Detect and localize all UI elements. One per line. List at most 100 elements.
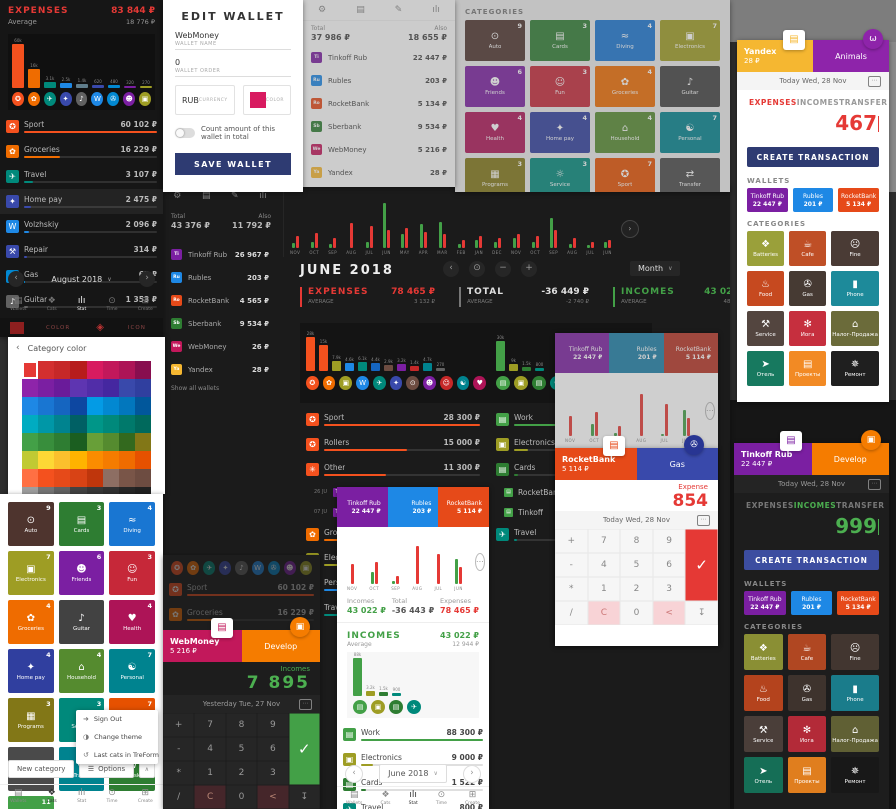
- stat-row-work[interactable]: ▤ Work 88 300 ₽: [337, 722, 489, 747]
- confirm-button[interactable]: ✓: [685, 529, 718, 601]
- key-backspace[interactable]: <: [652, 601, 686, 625]
- category-tile-cards[interactable]: 3 ▤ Cards: [58, 502, 105, 546]
- wallet-row-yandex[interactable]: Ya Yandex 28 ₽: [163, 358, 277, 381]
- wallet-tile-tinkoff-rub[interactable]: Tinkoff Rub 22 447 ₽: [744, 591, 786, 615]
- category-tile-отель[interactable]: ➤ Отель: [744, 757, 783, 793]
- edit-icon[interactable]: ✎: [394, 5, 403, 15]
- category-tile-groceries[interactable]: 4 ✿ Groceries: [595, 66, 655, 107]
- color-swatch[interactable]: [54, 379, 71, 397]
- nav-time[interactable]: ⊙ Time: [436, 790, 447, 806]
- stat-row-guitar[interactable]: ♪ Guitar 1 353 ₽: [0, 289, 163, 314]
- electronics-circle-icon[interactable]: ▣: [339, 376, 353, 390]
- category-tile-налог-продажа[interactable]: ⌂ Налог-Продажа: [831, 311, 879, 346]
- category-tile-service[interactable]: ⚒ Service: [747, 311, 785, 346]
- show-all-wallets-link[interactable]: Show all wallets: [171, 385, 220, 392]
- new-category-button[interactable]: New category: [8, 760, 75, 778]
- category-tile-отель[interactable]: ➤ Отель: [747, 351, 785, 386]
- wallet-tile-rubles[interactable]: Rubles 201 ₽: [790, 591, 833, 615]
- color-swatch[interactable]: [134, 487, 151, 494]
- wallet-header-tile-rocketbank[interactable]: RocketBank 5 114 ₽: [438, 487, 489, 527]
- color-swatch[interactable]: [102, 397, 119, 415]
- key-3[interactable]: 3: [652, 577, 686, 601]
- wallet-row-rubles[interactable]: Ru Rubles 203 ₽: [163, 266, 277, 289]
- key-8[interactable]: 8: [225, 713, 258, 737]
- gear-icon[interactable]: ⚙: [173, 191, 182, 201]
- key-2[interactable]: 2: [225, 761, 258, 785]
- key-divide[interactable]: /: [163, 785, 195, 809]
- prev-month-button[interactable]: ‹: [8, 271, 24, 287]
- color-swatch[interactable]: [134, 361, 151, 379]
- key-minus[interactable]: -: [163, 737, 195, 761]
- color-swatch[interactable]: [86, 469, 103, 487]
- color-swatch[interactable]: [102, 487, 119, 494]
- wallet-row-sberbank[interactable]: Sb Sberbank 9 534 ₽: [303, 115, 455, 138]
- groceries-circle-icon[interactable]: ✿: [322, 376, 336, 390]
- color-swatch[interactable]: [38, 361, 55, 379]
- stat-row-sport[interactable]: ✪ Sport 28 300 ₽: [300, 407, 486, 432]
- key-multiply[interactable]: *: [163, 761, 195, 785]
- wallet-row-tinkoff-rub[interactable]: Ti Tinkoff Rub 22 447 ₽: [303, 46, 455, 69]
- category-tile-phone[interactable]: ▮ Phone: [831, 271, 879, 306]
- key-plus[interactable]: +: [555, 529, 588, 553]
- wallets-icon[interactable]: ▤: [356, 5, 365, 15]
- color-swatch[interactable]: [70, 433, 87, 451]
- category-tile-health[interactable]: 4 ♥ Health: [465, 112, 525, 153]
- color-swatch[interactable]: [38, 433, 55, 451]
- tab-transfer[interactable]: TRANSFER: [839, 98, 888, 107]
- nav-time[interactable]: ⊙ Time: [107, 296, 118, 312]
- key-backspace[interactable]: <: [257, 785, 289, 809]
- category-tile-йога[interactable]: ✻ Йога: [787, 716, 827, 752]
- color-swatch[interactable]: [118, 433, 135, 451]
- color-swatch[interactable]: [54, 433, 71, 451]
- sport-circle-icon[interactable]: ✪: [171, 561, 184, 575]
- color-swatch[interactable]: [86, 397, 103, 415]
- stats-icon[interactable]: ılı: [259, 191, 267, 201]
- electronics-circle-icon[interactable]: ▣: [299, 561, 312, 575]
- color-swatch[interactable]: [70, 415, 87, 433]
- color-swatch[interactable]: [70, 397, 87, 415]
- category-tile-fun[interactable]: 3 ☺ Fun: [109, 551, 155, 595]
- electronics-circle-icon[interactable]: ▣: [514, 376, 528, 390]
- color-swatch[interactable]: [102, 469, 119, 487]
- selected-category-tile[interactable]: Gas: [636, 448, 718, 480]
- tab-expenses[interactable]: EXPENSES: [746, 501, 794, 510]
- back-icon[interactable]: ‹: [16, 343, 20, 353]
- color-swatch[interactable]: [102, 433, 119, 451]
- wallet-row-rubles[interactable]: Ru Rubles 203 ₽: [303, 69, 455, 92]
- nav-cats[interactable]: ❖ Cats: [47, 296, 57, 312]
- next-month-button[interactable]: ›: [462, 764, 481, 783]
- category-tile-fine[interactable]: ☹ Fine: [831, 634, 879, 670]
- stat-row-home-pay[interactable]: ✦ Home pay 2 475 ₽: [0, 189, 163, 214]
- category-tile-guitar[interactable]: ♪ Guitar: [660, 66, 720, 107]
- category-tile-health[interactable]: 4 ♥ Health: [109, 600, 155, 644]
- key-minus[interactable]: -: [555, 553, 588, 577]
- color-swatch[interactable]: [86, 361, 103, 379]
- stat-row-groceries[interactable]: ✿ Groceries 16 229 ₽: [163, 602, 320, 627]
- color-swatch[interactable]: [134, 433, 151, 451]
- color-select[interactable]: COLOR: [242, 85, 291, 115]
- drop-icon[interactable]: ◈: [96, 322, 104, 333]
- color-swatch[interactable]: [102, 451, 119, 469]
- key-4[interactable]: 4: [587, 553, 621, 577]
- key-plus[interactable]: +: [163, 713, 195, 737]
- chart-nav-[interactable]: +: [521, 261, 537, 277]
- stat-row-rollers[interactable]: ✪ Rollers 15 000 ₽: [300, 432, 486, 457]
- category-tile-programs[interactable]: 3 ▦ Programs: [465, 158, 525, 192]
- gas-circle-icon[interactable]: ✇: [107, 92, 120, 106]
- category-tile-food[interactable]: ♨ Food: [744, 675, 783, 711]
- color-swatch[interactable]: [70, 469, 87, 487]
- key-2[interactable]: 2: [620, 577, 653, 601]
- color-swatch[interactable]: [22, 397, 39, 415]
- wallet-header-tile-rubles[interactable]: Rubles 201 ₽: [609, 333, 664, 373]
- key-C[interactable]: C: [587, 601, 621, 625]
- save-and-continue-button[interactable]: ↧: [685, 601, 718, 625]
- nav-stat[interactable]: ılı Stat: [77, 296, 86, 312]
- chart-nav-[interactable]: ⊙: [469, 261, 485, 277]
- color-swatch[interactable]: [22, 469, 39, 487]
- groceries-circle-icon[interactable]: ✿: [27, 92, 40, 106]
- gas-circle-icon[interactable]: ✇: [267, 561, 280, 575]
- stat-row-travel[interactable]: ✈ Travel 800 ₽: [337, 797, 489, 809]
- homepay-circle-icon[interactable]: ✦: [59, 92, 72, 106]
- color-swatch[interactable]: [134, 415, 151, 433]
- month-selector[interactable]: June 2018 ∨: [379, 764, 447, 783]
